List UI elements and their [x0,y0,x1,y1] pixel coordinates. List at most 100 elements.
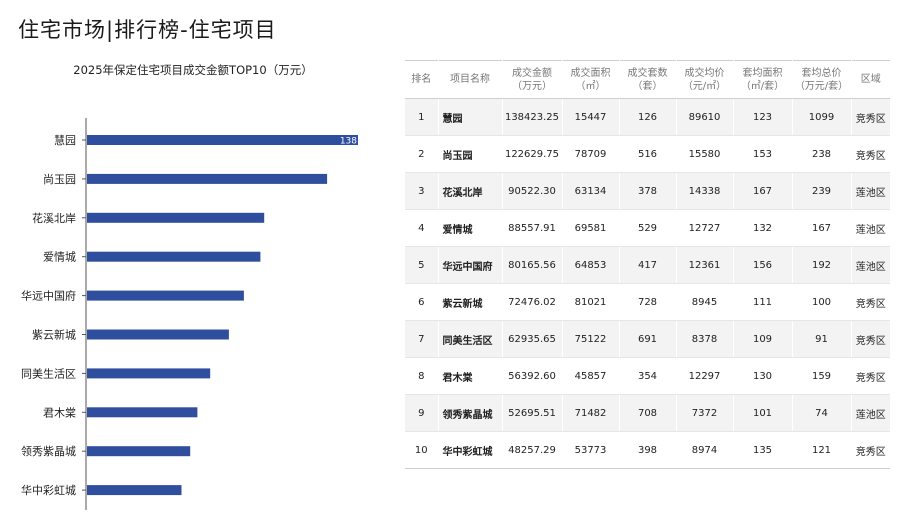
category-label: 领秀紫晶城 [21,445,76,458]
cell-amount: 62935.65 [502,320,563,358]
category-label: 同美生活区 [21,366,76,380]
header-avg-total-line: （万元/套） [794,80,849,92]
cell-avg-area: 135 [733,431,793,469]
cell-avg-total: 238 [792,135,852,173]
cell-avg-total: 1099 [792,98,852,136]
cell-avg-area: 111 [733,283,793,321]
cell-units: 529 [619,209,677,247]
bar [87,446,191,457]
header-district: 区域 [851,60,890,99]
cell-district: 莲池区 [851,172,890,210]
cell-units: 398 [619,431,677,469]
ranking-table-container: 排名 项目名称 成交金额 （万元） 成交面积 （㎡） 成交套数 （套） 成交均价 （元/㎡） 套均面… [405,60,890,469]
bar [87,407,198,418]
cell-rank: 8 [405,357,439,395]
bar [87,329,229,340]
cell-avg-total: 100 [792,283,852,321]
cell-amount: 80165.56 [502,246,563,284]
bar-chart: 慧园 138 尚玉园花溪北岸爱情城华远中国府紫云新城同美生活区君木棠领秀紫晶城华中彩… [21,118,358,510]
cell-avg-price: 12727 [676,209,734,247]
cell-units: 126 [619,98,677,136]
table-row: 9 领秀紫晶城 52695.51 71482 708 7372 101 74 莲池区 [405,394,890,432]
header-avg-total-line: 套均总价 [801,67,842,79]
cell-district: 莲池区 [851,209,890,247]
cell-district: 竞秀区 [851,320,890,358]
cell-avg-area: 156 [733,246,793,284]
cell-district: 莲池区 [851,394,890,432]
header-district-line: 区域 [860,74,881,85]
cell-units: 691 [619,320,677,358]
header-avg-total: 套均总价 （万元/套） [792,60,852,99]
cell-project-name: 华远中国府 [438,246,503,284]
cell-district: 竞秀区 [851,431,890,469]
cell-avg-price: 7372 [676,394,734,432]
header-area-line: （㎡） [575,80,606,92]
cell-area: 78709 [562,135,620,173]
cell-rank: 1 [405,98,439,136]
cell-avg-price: 89610 [676,98,734,136]
header-avg-price-line: （元/㎡） [682,80,727,92]
cell-avg-area: 130 [733,357,793,395]
bar [87,212,265,223]
category-label: 花溪北岸 [32,212,76,225]
category-label: 慧园 [54,133,76,147]
cell-project-name: 尚玉园 [438,135,503,173]
cell-area: 64853 [562,246,620,284]
cell-area: 71482 [562,394,620,432]
cell-amount: 138423.25 [502,98,563,136]
category-label: 尚玉园 [43,172,76,186]
cell-avg-area: 123 [733,98,793,136]
cell-amount: 122629.75 [502,135,563,173]
cell-amount: 88557.91 [502,209,563,247]
table-row: 1 慧园 138423.25 15447 126 89610 123 1099 竞秀区 [405,98,890,136]
cell-avg-price: 8378 [676,320,734,358]
bar [87,135,358,145]
cell-district: 竞秀区 [851,98,890,136]
cell-avg-area: 101 [733,394,793,432]
category-label: 华中彩虹城 [21,483,76,497]
cell-avg-total: 192 [792,246,852,284]
cell-project-name: 领秀紫晶城 [438,394,503,432]
cell-rank: 7 [405,320,439,358]
cell-amount: 52695.51 [502,394,563,432]
table-row: 8 君木棠 56392.60 45857 354 12297 130 159 竞秀区 [405,357,890,395]
cell-district: 莲池区 [851,246,890,284]
cell-project-name: 君木棠 [438,357,503,395]
cell-avg-price: 14338 [676,172,734,210]
bar-value-label: 138 [340,137,357,147]
cell-amount: 56392.60 [502,357,563,395]
cell-units: 728 [619,283,677,321]
header-rank: 排名 [405,60,439,99]
header-units-line: 成交套数 [627,67,668,79]
table-row: 10 华中彩虹城 48257.29 53773 398 8974 135 121 竞秀区 [405,431,890,469]
header-avg-area: 套均面积 （㎡/套） [733,60,793,99]
cell-area: 53773 [562,431,620,469]
table-row: 2 尚玉园 122629.75 78709 516 15580 153 238 竞秀区 [405,135,890,173]
cell-amount: 48257.29 [502,431,563,469]
ranking-table: 排名 项目名称 成交金额 （万元） 成交面积 （㎡） 成交套数 （套） 成交均价 （元/㎡） 套均面… [405,60,890,469]
bar [87,485,182,496]
header-project-name: 项目名称 [438,60,503,99]
cell-units: 516 [619,135,677,173]
cell-avg-total: 91 [792,320,852,358]
category-label: 爱情城 [43,251,76,264]
table-row: 6 紫云新城 72476.02 81021 728 8945 111 100 竞秀区 [405,283,890,321]
cell-avg-total: 74 [792,394,852,432]
header-project-name-line: 项目名称 [450,74,490,85]
header-units: 成交套数 （套） [619,60,677,99]
cell-rank: 3 [405,172,439,210]
header-amount: 成交金额 （万元） [502,60,563,99]
cell-project-name: 紫云新城 [438,283,503,321]
cell-area: 69581 [562,209,620,247]
table-header-row: 排名 项目名称 成交金额 （万元） 成交面积 （㎡） 成交套数 （套） 成交均价 （元/㎡） 套均面… [405,60,890,99]
cell-district: 竞秀区 [851,357,890,395]
cell-units: 417 [619,246,677,284]
cell-rank: 4 [405,209,439,247]
cell-rank: 6 [405,283,439,321]
cell-project-name: 同美生活区 [438,320,503,358]
cell-district: 竞秀区 [851,283,890,321]
header-units-line: （套） [632,80,663,92]
cell-rank: 9 [405,394,439,432]
table-row: 7 同美生活区 62935.65 75122 691 8378 109 91 竞秀区 [405,320,890,358]
cell-area: 75122 [562,320,620,358]
